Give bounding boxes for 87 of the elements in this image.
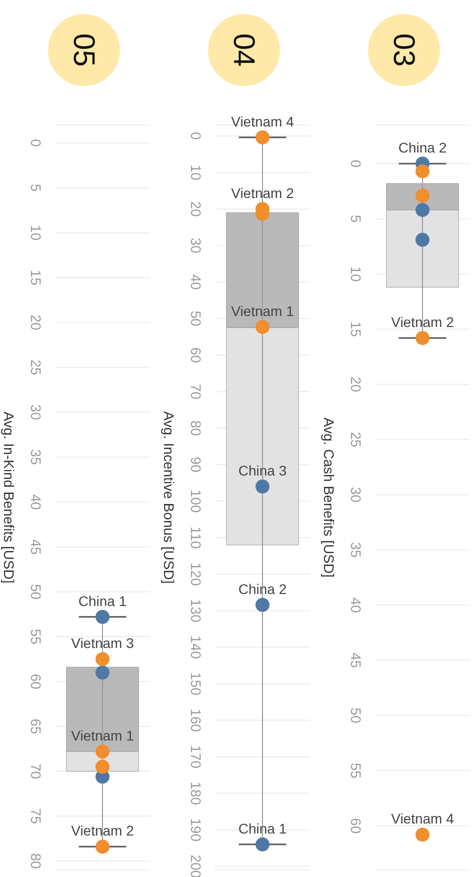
annotation: China 2	[398, 140, 447, 156]
point	[256, 598, 270, 612]
annotation: Vietnam 2	[231, 184, 294, 201]
y-tick-label: 15	[28, 270, 44, 286]
y-tick-label: 20	[348, 376, 364, 392]
y-tick-label: 25	[28, 360, 44, 376]
y-tick-label: 35	[28, 449, 44, 466]
point	[256, 480, 270, 494]
y-tick-label: 160	[188, 708, 204, 732]
y-tick-label: 150	[188, 672, 204, 696]
y-tick-label: 5	[348, 214, 364, 223]
annotation: China 1	[238, 820, 287, 836]
y-tick-label: 40	[348, 597, 364, 614]
y-tick-label: 110	[188, 526, 204, 550]
y-tick-label: 75	[28, 808, 44, 824]
y-tick-label: 5	[28, 184, 44, 192]
y-tick-label: 20	[188, 201, 204, 217]
y-tick-label: 60	[188, 347, 204, 364]
y-tick-label: 20	[28, 314, 44, 330]
point	[96, 744, 110, 759]
y-tick-label: 170	[188, 745, 204, 769]
y-tick-label: 120	[188, 562, 204, 586]
y-axis-title: Avg. Incentive Bonus [USD]	[161, 411, 177, 584]
y-tick-label: 60	[28, 674, 44, 690]
y-tick-label: 40	[28, 494, 44, 510]
y-axis-title: Avg. Cash Benefits [USD]	[321, 417, 337, 578]
y-tick-label: 0	[188, 132, 204, 140]
y-axis-title: Avg. In-Kind Benefits [USD]	[1, 412, 17, 584]
y-tick-label: 60	[348, 818, 364, 834]
chart-title: 05	[67, 33, 100, 67]
y-tick-label: 50	[28, 584, 44, 600]
y-tick-label: 55	[28, 628, 44, 645]
point	[96, 840, 110, 854]
point	[416, 164, 430, 178]
y-tick-label: 80	[188, 420, 204, 436]
point	[96, 760, 110, 774]
y-tick-label: 180	[188, 782, 204, 806]
y-tick-label: 130	[188, 599, 204, 623]
annotation: Vietnam 1	[231, 302, 294, 319]
y-tick-label: 65	[28, 718, 44, 734]
y-tick-label: 30	[28, 404, 44, 420]
annotation: China 3	[238, 462, 287, 479]
annotation: Vietnam 3	[71, 635, 134, 652]
point	[416, 331, 430, 346]
y-tick-label: 70	[188, 384, 204, 400]
y-tick-label: 10	[348, 266, 364, 282]
annotation: Vietnam 2	[391, 314, 454, 330]
annotation: Vietnam 4	[231, 113, 294, 130]
point	[416, 188, 430, 203]
annotation: Vietnam 4	[391, 810, 454, 827]
chart-title: 03	[387, 33, 420, 67]
annotation: China 2	[238, 580, 287, 597]
y-tick-label: 35	[348, 542, 364, 558]
y-tick-label: 80	[28, 853, 44, 870]
y-tick-label: 10	[28, 224, 44, 241]
y-tick-label: 90	[188, 456, 204, 473]
point	[416, 828, 430, 842]
annotation: China 1	[78, 592, 127, 609]
y-tick-label: 0	[348, 160, 364, 168]
chart-title: 04	[227, 33, 260, 67]
annotation: Vietnam 1	[71, 728, 134, 744]
point	[416, 202, 430, 217]
point	[256, 130, 270, 144]
point	[256, 320, 270, 334]
point	[256, 837, 270, 852]
y-tick-label: 50	[348, 708, 364, 724]
y-tick-label: 30	[188, 238, 204, 254]
y-tick-label: 30	[348, 486, 364, 503]
point	[96, 666, 110, 680]
y-tick-label: 45	[348, 652, 364, 668]
point	[96, 610, 110, 624]
y-tick-label: 190	[188, 818, 204, 842]
annotation: Vietnam 2	[71, 822, 134, 839]
y-tick-label: 50	[188, 310, 204, 327]
y-tick-label: 140	[188, 636, 204, 660]
y-tick-label: 40	[188, 274, 204, 290]
y-tick-label: 45	[28, 539, 44, 555]
y-tick-label: 0	[28, 139, 44, 148]
y-tick-label: 70	[28, 763, 44, 780]
y-tick-label: 100	[188, 489, 204, 514]
y-tick-label: 200	[188, 854, 204, 877]
y-tick-label: 15	[348, 321, 364, 338]
y-tick-label: 55	[348, 762, 364, 779]
point	[96, 652, 110, 666]
y-tick-label: 25	[348, 432, 364, 448]
y-tick-label: 10	[188, 164, 204, 180]
point	[416, 232, 430, 247]
